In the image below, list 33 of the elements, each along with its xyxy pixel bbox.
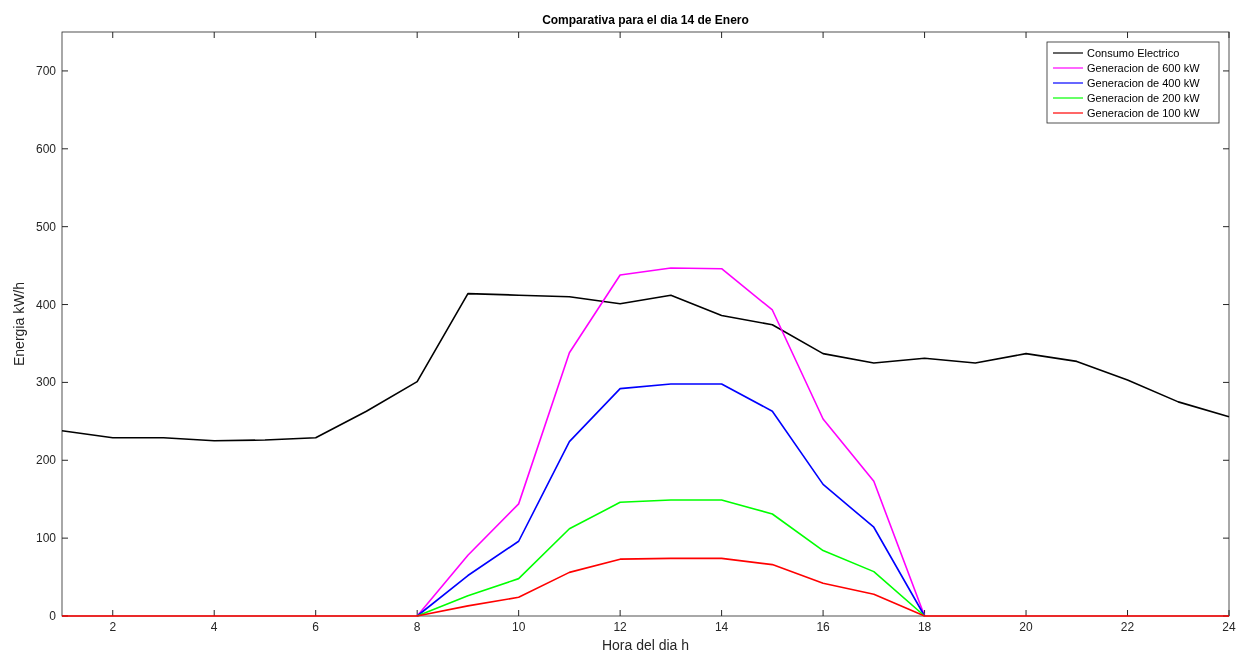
legend-label: Consumo Electrico <box>1087 47 1180 59</box>
x-tick-label: 12 <box>613 620 628 634</box>
x-tick-label: 18 <box>917 620 932 634</box>
y-axis-title: Energia kW/h <box>11 281 27 367</box>
line-series <box>61 292 1230 442</box>
legend-label: Generacion de 200 kW <box>1087 92 1201 104</box>
y-tick-label: 500 <box>35 219 57 234</box>
x-tick-label: 20 <box>1019 620 1034 634</box>
y-tick-label: 100 <box>35 531 57 546</box>
line-series <box>416 499 926 617</box>
y-tick-label: 300 <box>35 375 57 390</box>
x-tick-label: 2 <box>109 620 117 634</box>
legend-label: Generacion de 600 kW <box>1087 62 1201 74</box>
y-tick-label: 200 <box>35 453 57 468</box>
y-tick-label: 0 <box>49 609 57 623</box>
x-tick-label: 10 <box>511 620 526 634</box>
y-tick-label: 400 <box>35 297 57 312</box>
chart-title: Comparativa para el dia 14 de Enero <box>542 13 749 27</box>
x-tick-label: 24 <box>1222 620 1236 634</box>
x-axis-title: Hora del dia h <box>601 637 690 653</box>
y-tick-label: 700 <box>35 63 57 78</box>
legend-label: Generacion de 100 kW <box>1087 107 1201 119</box>
x-tick-label: 16 <box>816 620 831 634</box>
line-series <box>416 383 926 617</box>
x-tick-label: 14 <box>714 620 729 634</box>
x-tick-label: 4 <box>210 620 218 634</box>
line-series <box>61 557 1230 617</box>
x-tick-label: 22 <box>1120 620 1135 634</box>
legend-label: Generacion de 400 kW <box>1087 77 1201 89</box>
x-tick-label: 6 <box>312 620 320 634</box>
line-series <box>416 267 926 617</box>
y-tick-label: 600 <box>35 141 57 156</box>
x-tick-label: 8 <box>413 620 421 634</box>
